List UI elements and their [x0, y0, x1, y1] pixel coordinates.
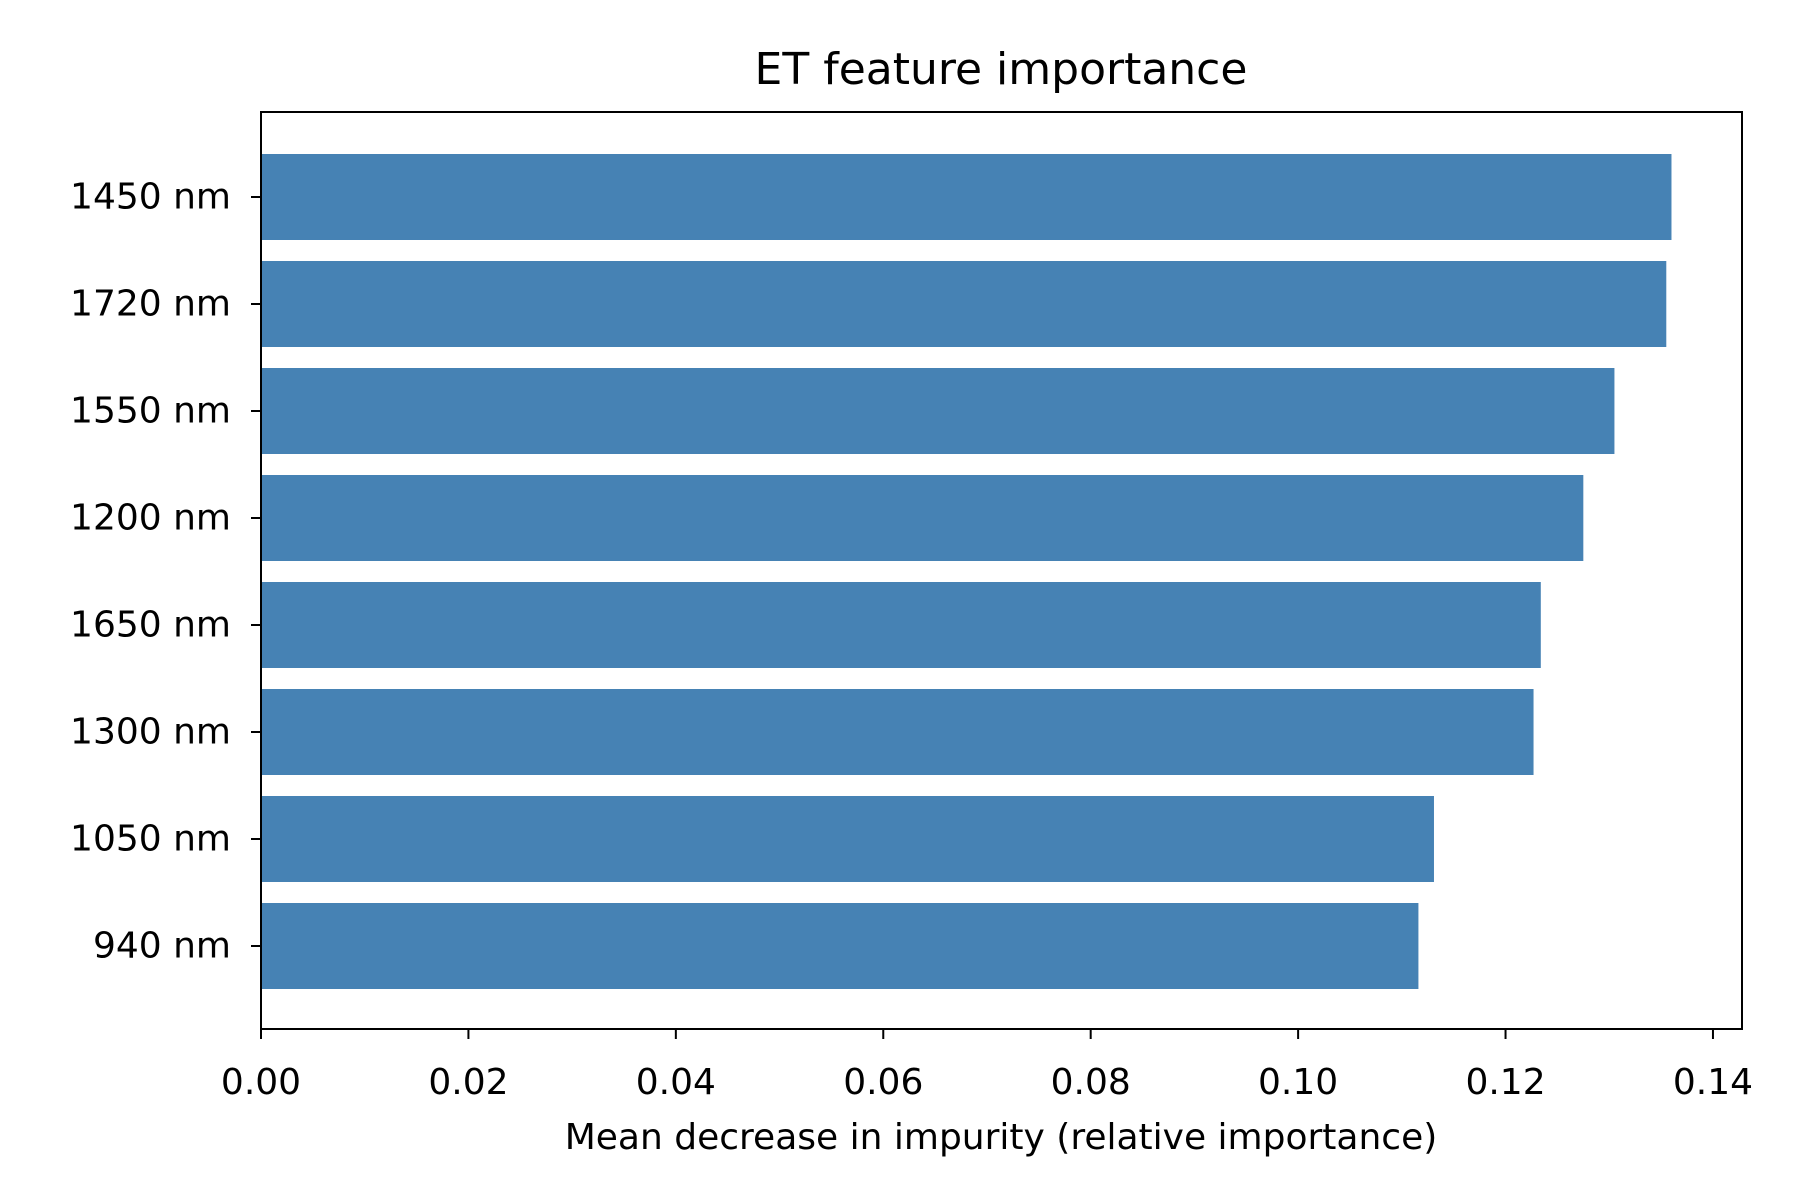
x-axis: 0.00 0.02 0.04 0.06 0.08 0.10 0.12 0.14: [221, 1029, 1753, 1103]
bar-1300-nm: [261, 689, 1534, 775]
bar-1650-nm: [261, 582, 1541, 668]
y-axis: 1450 nm 1720 nm 1550 nm 1200 nm 1650 nm 1300 …: [70, 177, 261, 967]
plot-frame: [260, 111, 1743, 1030]
y-tick-label: 1550 nm: [70, 391, 231, 432]
y-tick-label: 1200 nm: [70, 498, 231, 539]
bar-1450-nm: [261, 154, 1672, 240]
x-tick-label: 0.10: [1258, 1062, 1338, 1103]
bar-1050-nm: [261, 796, 1434, 882]
y-tick-label: 1720 nm: [70, 284, 231, 325]
x-tick-label: 0.06: [843, 1062, 923, 1103]
x-tick-label: 0.08: [1051, 1062, 1131, 1103]
x-tick-label: 0.12: [1465, 1062, 1545, 1103]
y-tick-label: 1450 nm: [70, 177, 231, 218]
y-tick-label: 940 nm: [93, 926, 231, 967]
y-tick-label: 1050 nm: [70, 819, 231, 860]
y-tick-label: 1300 nm: [70, 712, 231, 753]
x-tick-label: 0.14: [1673, 1062, 1753, 1103]
x-tick-label: 0.04: [636, 1062, 716, 1103]
bar-940-nm: [261, 903, 1419, 989]
chart-title: ET feature importance: [755, 44, 1248, 95]
bar-1200-nm: [261, 475, 1584, 561]
y-tick-label: 1650 nm: [70, 605, 231, 646]
bars-layer: [261, 154, 1672, 989]
bar-1720-nm: [261, 261, 1667, 347]
x-tick-label: 0.02: [428, 1062, 508, 1103]
x-tick-label: 0.00: [221, 1062, 301, 1103]
x-axis-label: Mean decrease in impurity (relative impo…: [565, 1117, 1438, 1158]
bar-1550-nm: [261, 368, 1615, 454]
